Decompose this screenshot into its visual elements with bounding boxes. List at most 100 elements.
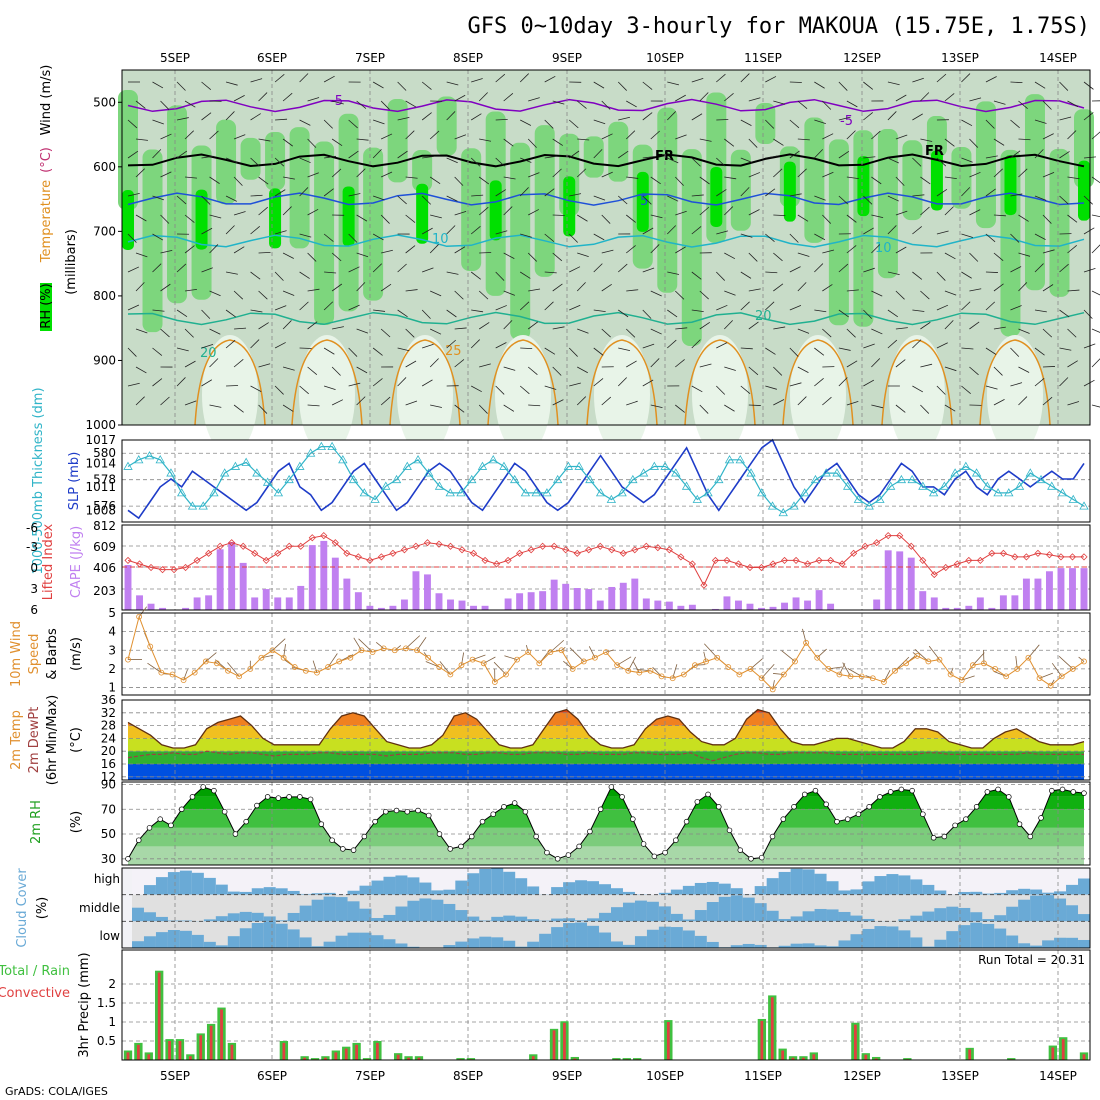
- wind-barb: [258, 206, 268, 216]
- cloud-cover-bar: [754, 903, 768, 922]
- wind-barb: [593, 263, 603, 273]
- rh-moist-area: [755, 102, 776, 145]
- lifted-index-marker: [930, 571, 938, 579]
- precip-frame: [121, 949, 1091, 1061]
- lifted-index-marker: [481, 556, 489, 564]
- cloud-cell: [371, 894, 384, 922]
- wind-barb: [135, 100, 146, 109]
- temp-band: [128, 751, 1084, 764]
- thickness-marker: [391, 474, 402, 484]
- rh-moist-area: [951, 146, 972, 209]
- rh-marker: [1059, 786, 1066, 793]
- wind-barb: [1010, 81, 1023, 84]
- rh-moist-area: [902, 140, 923, 221]
- wind-barb: [1034, 119, 1047, 124]
- wind-barb: [520, 157, 532, 163]
- cape-bar: [320, 540, 328, 610]
- thickness-marker: [381, 481, 391, 490]
- wind-barb: [1067, 214, 1078, 223]
- cloud-cell: [287, 868, 301, 895]
- cape-bar: [343, 578, 351, 610]
- cloud-cell: [323, 868, 337, 895]
- wind-barb: [233, 404, 244, 413]
- rh-moist-area: [534, 125, 555, 277]
- wind-barb: [422, 156, 435, 159]
- wind-barb: [814, 233, 826, 241]
- wind-speed-marker: [158, 669, 165, 676]
- cape-bar: [631, 578, 639, 610]
- thickness-marker: [338, 455, 348, 464]
- wind-speed-marker: [436, 664, 443, 670]
- lifted-index-marker: [158, 566, 167, 574]
- wind-barb: [356, 366, 368, 374]
- wind-barb: [1042, 133, 1054, 140]
- wind-barb: [380, 328, 391, 338]
- thickness-marker: [885, 481, 896, 490]
- cloud-cover-bar: [563, 882, 576, 895]
- lifted-index-marker: [585, 546, 593, 554]
- lifted-index-marker: [792, 556, 800, 564]
- cloud-cover-bar: [227, 913, 241, 922]
- lifted-index-marker: [965, 556, 973, 564]
- wind-barb: [307, 288, 320, 292]
- wind-barb: [887, 111, 897, 121]
- rh-marker: [501, 804, 507, 810]
- wind-barb: [250, 225, 260, 235]
- wind-barb: [716, 304, 728, 311]
- precip-convective-bar: [563, 1022, 566, 1060]
- wind-barb: [1018, 252, 1031, 257]
- cloud-cover-bar: [419, 882, 432, 895]
- cloud-cover-bar: [1066, 937, 1079, 948]
- cloud-cover-bar: [155, 877, 169, 895]
- cloud-cover-bar: [599, 932, 612, 948]
- wind-barb: [593, 347, 604, 356]
- cloud-cover-bar: [407, 946, 420, 948]
- wind-speed-marker: [580, 658, 587, 665]
- wind-barb: [184, 360, 196, 368]
- wind-barb: [1067, 176, 1080, 180]
- wind-barb: [650, 130, 660, 140]
- wind-barb: [667, 339, 677, 349]
- wind-barb: [765, 119, 775, 129]
- wind-barb: [969, 97, 982, 102]
- wind-barb-10m: [816, 648, 827, 659]
- cloud-cover-bar: [527, 941, 540, 948]
- rh-marker: [211, 787, 217, 794]
- wind-barb-10m: [605, 649, 614, 653]
- wind-barb: [887, 81, 900, 86]
- wind-barb: [789, 382, 802, 387]
- wind-barb: [863, 227, 874, 235]
- wind-barb: [1083, 112, 1094, 121]
- thickness-tick-label: 576: [93, 499, 116, 513]
- top-date-label: 12SEP: [843, 51, 881, 65]
- cloud-cover-bar: [239, 911, 253, 922]
- cloud-cover-bar: [419, 898, 432, 922]
- wind-barb: [282, 92, 293, 102]
- wind-barb: [348, 347, 358, 357]
- precip-convective-bar: [1051, 1047, 1055, 1060]
- lifted-index-marker: [1068, 553, 1077, 561]
- wind-barb: [740, 301, 750, 311]
- cloud-row-label: high: [94, 872, 120, 886]
- wind-barb: [1091, 244, 1100, 254]
- wind-barb-10m: [950, 667, 954, 675]
- wind-barb: [332, 100, 344, 105]
- wind-barb: [201, 379, 213, 387]
- cloud-cover-bar: [323, 896, 337, 922]
- wind-barb: [1010, 119, 1020, 129]
- precip-convective-bar: [137, 1044, 140, 1060]
- wind-barb: [887, 339, 898, 349]
- cloud-cell: [754, 921, 768, 948]
- cape-bar: [665, 601, 673, 610]
- cloud-cell: [299, 868, 313, 895]
- rh-marker: [415, 807, 421, 814]
- wind-barb: [380, 396, 391, 406]
- wind-barb: [225, 225, 235, 235]
- wind-barb-10m: [405, 635, 421, 649]
- wind-barb: [503, 252, 515, 259]
- cloud-cell: [443, 868, 456, 895]
- wind-barb: [1018, 282, 1028, 292]
- wind-barb-10m: [394, 645, 401, 651]
- wind-barb: [225, 81, 238, 86]
- wind-barb: [748, 288, 761, 292]
